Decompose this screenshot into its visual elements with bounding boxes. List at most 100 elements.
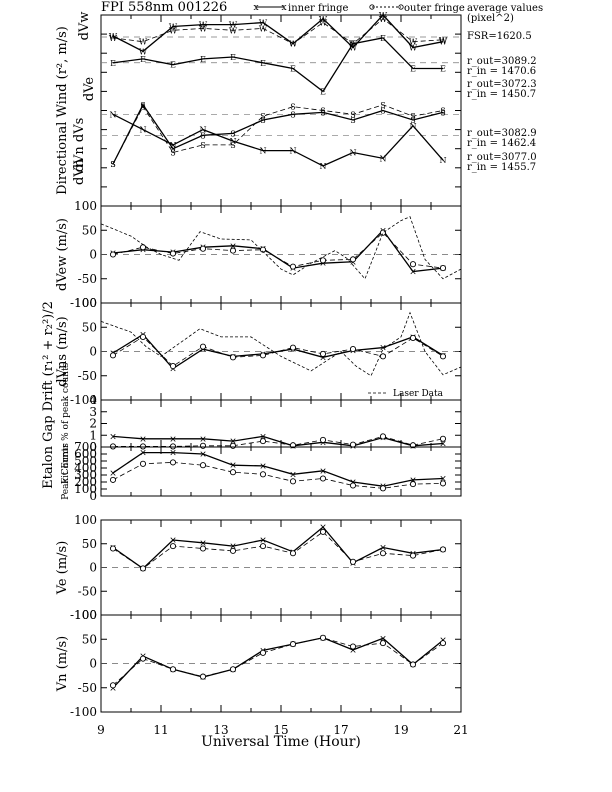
data-point <box>439 435 447 442</box>
series-line <box>112 14 444 53</box>
data-point <box>409 661 417 668</box>
data-point <box>169 543 177 550</box>
series-line <box>100 311 462 377</box>
y-tick-label: -50 <box>78 584 97 598</box>
data-point: E <box>440 64 446 73</box>
data-point <box>319 350 327 357</box>
data-point: W <box>109 34 118 43</box>
data-point: × <box>289 470 297 480</box>
data-point: × <box>379 634 387 644</box>
row-label: dVe <box>82 77 97 102</box>
r-out-value: r_out=3089.2 <box>467 56 537 67</box>
data-point: N <box>200 126 207 135</box>
data-point: × <box>229 542 237 552</box>
data-point <box>259 246 267 253</box>
data-point: N <box>410 122 417 131</box>
y-axis-label: dVns (m/s) <box>55 316 70 386</box>
r-out-value: r_out=3077.0 <box>467 152 537 163</box>
y-axis-label: Fit Error % of peak counts <box>61 362 71 484</box>
row-label: dVn dVs <box>72 118 87 173</box>
r-in-value: r_in = 1455.7 <box>467 162 536 173</box>
legend-outer-marker-left <box>369 4 375 10</box>
y-tick-label: -50 <box>78 272 97 286</box>
legend-inner-label: inner fringe <box>288 3 348 14</box>
data-point: S <box>170 149 175 158</box>
data-point: S <box>170 145 175 154</box>
data-point: S <box>320 108 325 117</box>
y-axis-label: Directional Wind (r², m/s) <box>55 26 70 195</box>
data-point <box>199 545 207 552</box>
data-point: × <box>379 344 387 354</box>
data-point: E <box>140 55 146 64</box>
data-point: × <box>319 259 327 269</box>
data-point <box>109 443 117 450</box>
data-point <box>199 343 207 350</box>
data-point: × <box>109 432 117 442</box>
y-tick-label: -100 <box>70 608 97 622</box>
data-point <box>229 547 237 554</box>
data-point: W <box>349 43 358 52</box>
data-point: E <box>320 87 326 96</box>
data-point: W <box>409 38 418 47</box>
y-tick-label: 300 <box>74 468 97 482</box>
data-point <box>229 666 237 673</box>
data-point: W <box>379 15 388 24</box>
y-tick-label: 0 <box>89 248 97 262</box>
r-in-value: r_in = 1462.4 <box>467 138 536 149</box>
series-line <box>112 451 444 487</box>
data-point: × <box>169 536 177 546</box>
data-point <box>229 354 237 361</box>
data-point: W <box>289 40 298 49</box>
data-point: W <box>439 36 448 45</box>
y-tick-label: 100 <box>74 513 97 527</box>
data-point <box>139 443 147 450</box>
data-point: E <box>260 59 266 68</box>
y-tick-label: -100 <box>70 393 97 407</box>
x-tick-label: 13 <box>213 723 228 737</box>
data-point <box>169 250 177 257</box>
row-label: dVn <box>72 158 87 185</box>
r-out-value: r_out=3072.3 <box>467 79 537 90</box>
data-point: S <box>200 131 205 140</box>
data-point: S <box>290 103 295 112</box>
data-point <box>229 442 237 449</box>
data-point: S <box>410 116 415 125</box>
y-tick-label: 0 <box>89 489 97 503</box>
y-tick-label: 0 <box>89 561 97 575</box>
data-point: × <box>259 432 267 442</box>
chart-header: FPI 558nm 001226 x x inner fringe outer … <box>101 0 543 42</box>
data-point <box>109 545 117 552</box>
series-line <box>112 526 444 570</box>
data-point: × <box>319 523 327 533</box>
series-line <box>112 103 444 165</box>
y-tick-label: -100 <box>70 705 97 719</box>
data-point <box>199 245 207 252</box>
y-tick-label: 500 <box>74 454 97 468</box>
data-point: × <box>319 353 327 363</box>
y-tick-label: -50 <box>78 369 97 383</box>
data-point <box>109 682 117 689</box>
data-point <box>229 247 237 254</box>
data-point <box>409 261 417 268</box>
data-point: S <box>260 116 265 125</box>
data-point <box>439 546 447 553</box>
data-point: × <box>229 242 237 252</box>
data-point: W <box>199 24 208 33</box>
x-tick-label: 19 <box>393 723 408 737</box>
data-point: S <box>380 101 385 110</box>
data-point <box>169 459 177 466</box>
data-point: S <box>440 108 445 117</box>
y-tick-label: 100 <box>74 199 97 213</box>
group-label: Etalon Gap Drift (r₁² + r₂²)/2 <box>41 301 56 489</box>
data-point <box>349 441 357 448</box>
data-point <box>289 263 297 270</box>
data-point <box>379 640 387 647</box>
series-line <box>112 232 444 269</box>
data-point: W <box>319 19 328 28</box>
data-point: × <box>319 438 327 448</box>
